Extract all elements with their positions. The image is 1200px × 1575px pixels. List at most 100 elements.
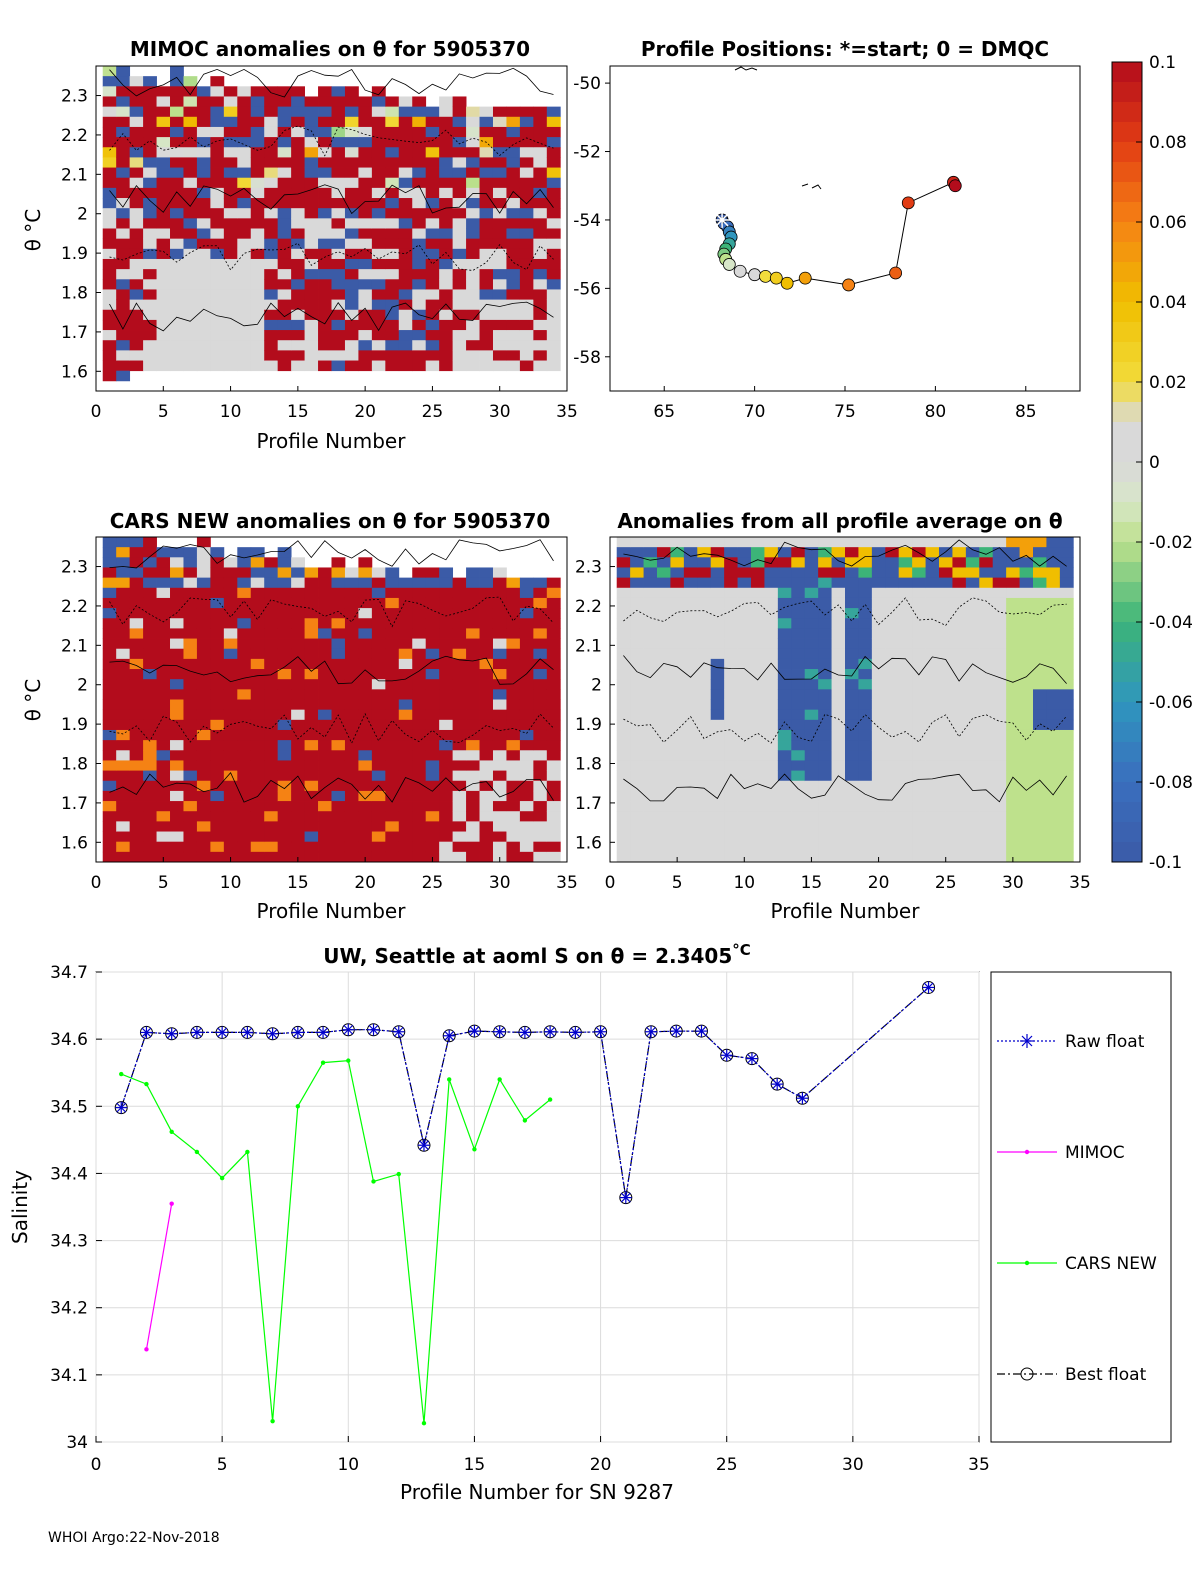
- heatmap-cell: [371, 289, 386, 300]
- heatmap-cell: [210, 831, 225, 843]
- heatmap-cell: [385, 750, 400, 761]
- heatmap-cell: [952, 547, 967, 558]
- heatmap-cell: [291, 729, 305, 741]
- heatmap-cell: [519, 269, 534, 280]
- heatmap-cell: [546, 319, 561, 331]
- heatmap-cell: [304, 577, 319, 589]
- heatmap-cell: [156, 360, 171, 372]
- heatmap-cell: [223, 821, 238, 832]
- heatmap-cell: [546, 187, 561, 199]
- heatmap-cell: [331, 801, 346, 812]
- heatmap-cell: [371, 360, 386, 372]
- heatmap-cell: [116, 126, 131, 138]
- heatmap-cell: [1033, 750, 1047, 761]
- heatmap-cell: [724, 729, 738, 741]
- heatmap-cell: [412, 719, 427, 731]
- heatmap-cell: [452, 811, 467, 822]
- heatmap-cell: [143, 608, 157, 619]
- heatmap-cell: [385, 699, 400, 711]
- heatmap-cell: [777, 587, 792, 599]
- heatmap-cell: [737, 638, 752, 650]
- heatmap-cell: [143, 709, 157, 721]
- heatmap-cell: [1033, 801, 1047, 812]
- mimoc-title: MIMOC anomalies on θ for 5905370: [130, 37, 530, 61]
- heatmap-cell: [845, 831, 859, 843]
- heatmap-cell: [358, 679, 373, 690]
- heatmap-cell: [398, 187, 413, 199]
- heatmap-cell: [398, 709, 413, 721]
- heatmap-cell: [858, 577, 873, 589]
- heatmap-cell: [116, 790, 131, 802]
- heatmap-cell: [385, 577, 400, 589]
- heatmap-cell: [858, 699, 873, 711]
- heatmap-cell: [885, 760, 900, 771]
- heatmap-cell: [439, 790, 454, 802]
- heatmap-cell: [425, 360, 440, 372]
- heatmap-cell: [344, 228, 359, 240]
- heatmap-cell: [237, 699, 252, 711]
- heatmap-cell: [737, 831, 752, 843]
- heatmap-cell: [196, 628, 211, 639]
- heatmap-cell: [223, 279, 238, 290]
- heatmap-cell: [170, 638, 184, 650]
- heatmap-cell: [304, 157, 319, 168]
- heatmap-cell: [143, 86, 157, 97]
- heatmap-cell: [304, 126, 319, 138]
- heatmap-cell: [318, 238, 332, 250]
- heatmap-cell: [385, 831, 400, 843]
- heatmap-cell: [925, 841, 940, 853]
- heatmap-cell: [670, 587, 685, 599]
- heatmap-cell: [385, 841, 400, 853]
- heatmap-cell: [425, 106, 440, 118]
- heatmap-cell: [519, 167, 534, 179]
- heatmap-cell: [506, 106, 521, 118]
- heatmap-cell: [845, 740, 859, 751]
- heatmap-cell: [751, 577, 765, 589]
- y-tick-label: 2: [77, 205, 88, 225]
- heatmap-cell: [1046, 760, 1061, 771]
- heatmap-cell: [1046, 821, 1061, 832]
- heatmap-cell: [358, 258, 373, 270]
- heatmap-cell: [764, 821, 779, 832]
- heatmap-cell: [939, 648, 953, 660]
- heatmap-cell: [791, 750, 806, 761]
- heatmap-cell: [546, 740, 561, 751]
- heatmap-cell: [1019, 831, 1034, 843]
- heatmap-cell: [318, 831, 332, 843]
- heatmap-cell: [143, 198, 157, 209]
- heatmap-cell: [237, 729, 252, 741]
- heatmap-cell: [304, 187, 319, 199]
- heatmap-cell: [223, 106, 238, 118]
- heatmap-cell: [912, 658, 926, 670]
- heatmap-cell: [710, 608, 725, 619]
- heatmap-cell: [818, 628, 832, 639]
- heatmap-cell: [616, 780, 631, 792]
- heatmap-cell: [264, 750, 279, 761]
- heatmap-cell: [466, 350, 480, 361]
- colorbar-band: [1112, 82, 1142, 103]
- heatmap-cell: [657, 597, 671, 609]
- heatmap-cell: [170, 299, 184, 311]
- heatmap-cell: [344, 187, 359, 199]
- heatmap-cell: [385, 597, 400, 609]
- heatmap-cell: [506, 801, 521, 812]
- heatmap-cell: [979, 608, 994, 619]
- heatmap-cell: [210, 157, 225, 168]
- heatmap-cell: [1033, 648, 1047, 660]
- heatmap-cell: [277, 648, 292, 660]
- heatmap-cell: [992, 750, 1007, 761]
- heatmap-cell: [264, 218, 279, 229]
- heatmap-cell: [116, 248, 131, 260]
- heatmap-cell: [979, 750, 994, 761]
- heatmap-cell: [358, 248, 373, 260]
- heatmap-cell: [871, 750, 886, 761]
- heatmap-cell: [264, 208, 279, 219]
- heatmap-cell: [616, 801, 631, 812]
- heatmap-cell: [318, 309, 332, 321]
- heatmap-cell: [858, 648, 873, 660]
- heatmap-cell: [398, 831, 413, 843]
- heatmap-cell: [912, 597, 926, 609]
- heatmap-cell: [412, 340, 427, 351]
- heatmap-cell: [344, 740, 359, 751]
